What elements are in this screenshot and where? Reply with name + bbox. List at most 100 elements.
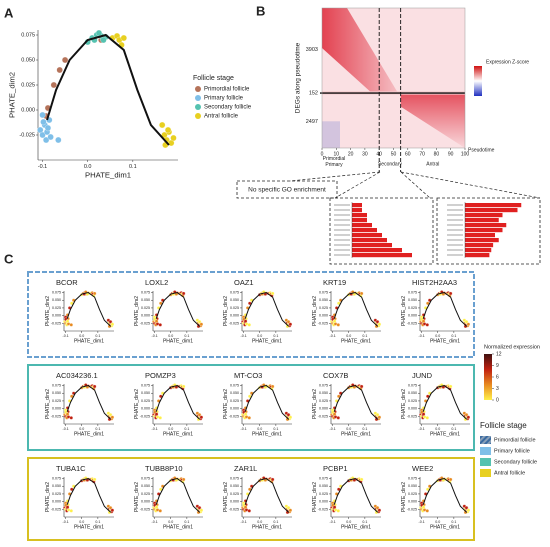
y-tick-label: 0.075: [141, 290, 150, 294]
point: [158, 323, 163, 327]
point: [359, 384, 364, 389]
point: [65, 319, 70, 323]
bar: [352, 243, 392, 248]
y-tick-label: 0.050: [319, 484, 328, 488]
x-tick-label: 0.1: [451, 334, 456, 338]
trajectory: [155, 384, 201, 420]
x-tick-label: -0.1: [419, 520, 425, 524]
y-tick-label: -0.025: [318, 507, 328, 511]
point: [181, 477, 186, 482]
y-tick-label: -0.025: [51, 321, 61, 325]
point: [199, 322, 204, 326]
term-label-stub: [447, 239, 463, 241]
panel-label: A: [4, 5, 14, 20]
y-tick-label: 0.025: [230, 399, 239, 403]
y-tick-label: -0.025: [140, 507, 150, 511]
x-tick-label: 0.0: [257, 520, 262, 524]
x-tick-label: -0.1: [241, 427, 247, 431]
trajectory: [46, 33, 170, 146]
y-tick-label: 0.000: [319, 407, 328, 411]
x-tick-label: 0.0: [346, 334, 351, 338]
go-box: [436, 197, 541, 265]
legend-swatch: [195, 86, 201, 92]
x-axis-label: PHATE_dim1: [74, 338, 104, 344]
trajectory: [244, 291, 290, 327]
x-tick-label: 0.0: [257, 427, 262, 431]
y-tick-label: -0.025: [407, 321, 417, 325]
x-tick-label: 0.1: [184, 520, 189, 524]
x-tick-label: 0.0: [346, 520, 351, 524]
x-tick-label: 0.1: [273, 334, 278, 338]
point: [181, 384, 186, 389]
point: [448, 384, 453, 389]
point: [100, 36, 107, 44]
term-label-stub: [334, 209, 350, 211]
gene-name: OAZ1: [234, 278, 254, 287]
y-tick-label: 0.075: [319, 476, 328, 480]
x-tick-label: 30: [362, 151, 368, 157]
point: [39, 111, 46, 119]
y-tick-label: 0.050: [408, 298, 417, 302]
y-tick-label: 0.050: [230, 391, 239, 395]
legend-label: Primordial follicle: [494, 437, 536, 443]
x-tick-label: 0.1: [184, 334, 189, 338]
point: [37, 126, 44, 134]
term-label-stub: [334, 234, 350, 236]
heat-band: [322, 8, 397, 92]
term-label-stub: [447, 234, 463, 236]
bar: [465, 208, 518, 213]
y-axis-label: PHATE_dim2: [401, 389, 407, 419]
y-tick-label: -0.025: [407, 414, 417, 418]
y-tick-label: 0.075: [408, 290, 417, 294]
y-tick-label: 0.075: [52, 476, 61, 480]
y-tick-label: 0.075: [319, 383, 328, 387]
point: [55, 136, 62, 144]
stage-label: Secondary: [378, 161, 402, 167]
point: [425, 323, 430, 327]
term-label-stub: [334, 219, 350, 221]
x-tick-label: -0.1: [330, 427, 336, 431]
x-tick-label: 50: [391, 151, 397, 157]
point: [448, 291, 453, 296]
y-tick-label: 0.000: [319, 314, 328, 318]
y-tick-label: 0.000: [230, 407, 239, 411]
point: [95, 29, 103, 37]
term-label-stub: [447, 229, 463, 231]
y-axis-label: PHATE_dim2: [401, 296, 407, 326]
term-label-stub: [447, 219, 463, 221]
term-label-stub: [334, 229, 350, 231]
y-axis-label: PHATE_dim2: [45, 482, 51, 512]
point: [288, 322, 293, 326]
point: [466, 415, 471, 419]
x-tick-label: 0.1: [95, 427, 100, 431]
x-axis-label: PHATE_dim1: [74, 431, 104, 437]
point: [377, 508, 382, 512]
legend-label: Primordial follicle: [204, 87, 250, 93]
y-tick-label: 0.000: [141, 500, 150, 504]
stage-box: [27, 271, 475, 358]
gene-name: MT-CO3: [234, 371, 262, 380]
y-tick-label: 0.025: [141, 399, 150, 403]
y-tick-label: 0.000: [408, 314, 417, 318]
point: [464, 506, 469, 510]
term-label-stub: [334, 214, 350, 216]
colorbar: [474, 66, 482, 96]
point: [286, 320, 291, 324]
y-tick-label: 0.025: [319, 306, 328, 310]
panel-label: B: [256, 3, 265, 18]
y-tick-label: 0.025: [319, 399, 328, 403]
point: [61, 56, 69, 64]
gene-name: KRT19: [323, 278, 346, 287]
bar: [465, 218, 499, 223]
x-axis-label: PHATE_dim1: [252, 431, 282, 437]
y-axis-label: PHATE_dim2: [312, 296, 318, 326]
x-axis-label: PHATE_dim1: [163, 524, 193, 530]
trajectory: [244, 477, 290, 513]
point: [332, 412, 337, 416]
y-tick-label: 0.025: [141, 492, 150, 496]
y-tick-label: 0.050: [141, 391, 150, 395]
y-tick-label: 0.050: [230, 484, 239, 488]
y-tick-label: -0.025: [19, 132, 35, 138]
y-tick-label: 0.000: [21, 107, 35, 113]
